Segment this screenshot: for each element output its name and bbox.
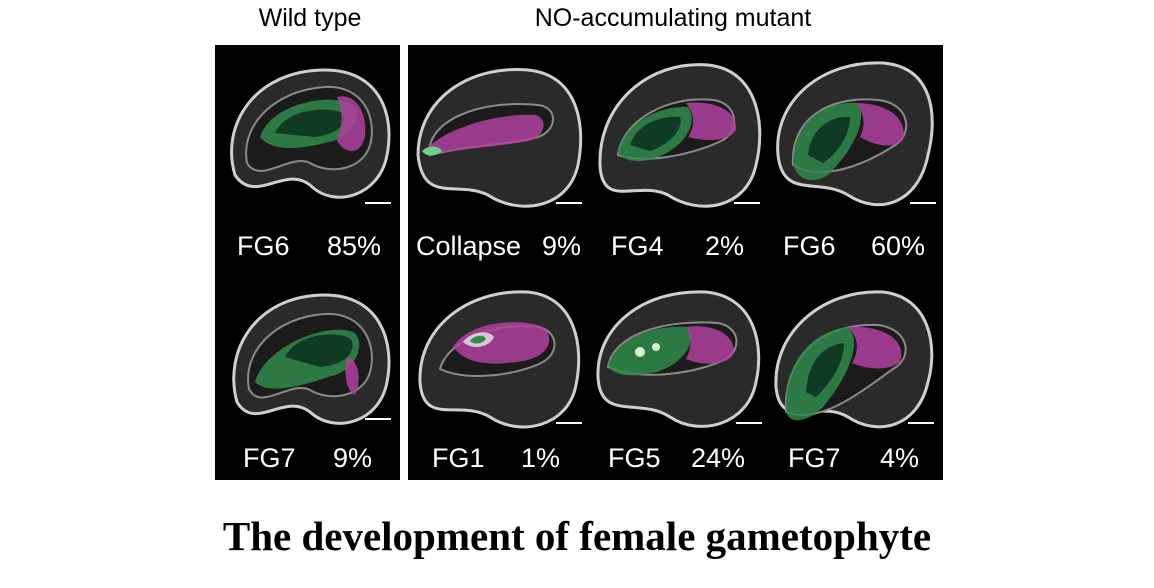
mut-fg7-stage: FG7 — [788, 443, 841, 473]
mut-fg4-percent: 2% — [705, 231, 745, 261]
ovule-image-mut-fg1 — [408, 277, 588, 442]
mut-fg6-stage: FG6 — [783, 231, 836, 261]
mut-fg1-stage: FG1 — [432, 443, 485, 473]
ovule-image-mut-fg6 — [768, 45, 943, 225]
mutant-panel: Collapse 9% FG4 2% FG6 60% — [408, 45, 943, 480]
wt-fg7-percent: 9% — [333, 443, 373, 473]
wild-type-panel: FG6 85% FG7 9% — [215, 45, 400, 480]
wild-type-header: Wild type — [258, 4, 362, 32]
mut-collapse-percent: 9% — [542, 231, 582, 261]
figure-caption: The development of female gametophyte — [222, 513, 932, 559]
wt-fg6-percent: 85% — [327, 231, 382, 261]
ovule-image-wt-fg7 — [215, 277, 400, 437]
mut-fg5-percent: 24% — [691, 443, 746, 473]
ovule-image-mut-fg4 — [588, 45, 768, 225]
ovule-image-mut-fg7 — [768, 277, 943, 442]
wt-fg6-stage: FG6 — [237, 231, 290, 261]
mut-fg4-stage: FG4 — [611, 231, 664, 261]
mut-fg5-stage: FG5 — [608, 443, 661, 473]
ovule-image-mut-collapse — [408, 45, 588, 225]
mutant-header: NO-accumulating mutant — [534, 4, 812, 32]
mut-fg6-percent: 60% — [871, 231, 926, 261]
mut-fg7-percent: 4% — [880, 443, 920, 473]
wt-fg7-stage: FG7 — [243, 443, 296, 473]
mut-fg1-percent: 1% — [521, 443, 561, 473]
ovule-image-wt-fg6 — [215, 45, 400, 215]
mut-collapse-stage: Collapse — [416, 231, 522, 261]
ovule-image-mut-fg5 — [588, 277, 768, 442]
